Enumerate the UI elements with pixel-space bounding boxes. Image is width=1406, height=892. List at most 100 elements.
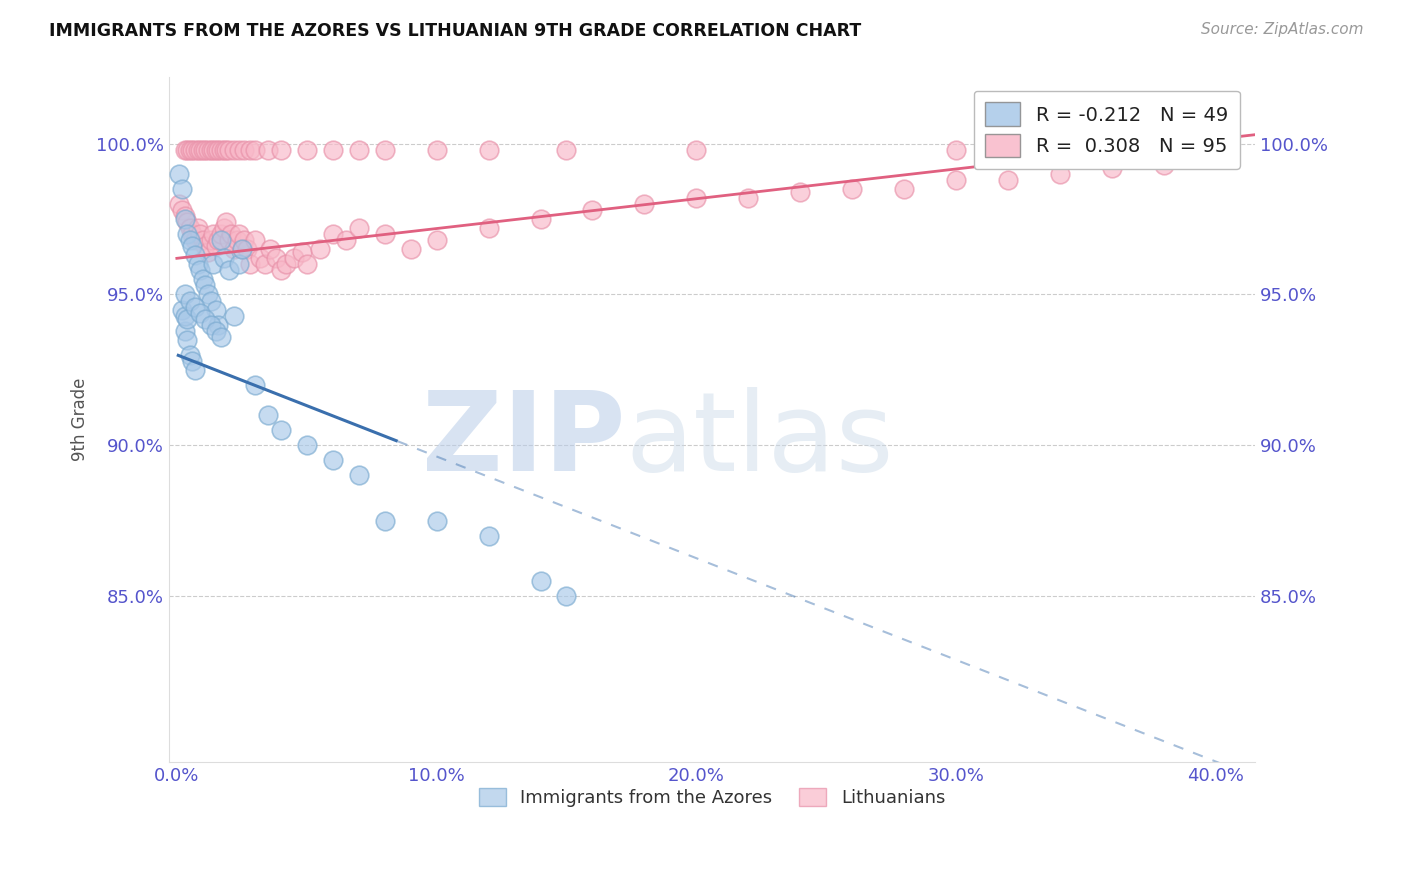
Point: [789, 185, 811, 199]
Point: [256, 143, 278, 157]
Point: [399, 242, 422, 256]
Point: [347, 221, 370, 235]
Point: [1205, 152, 1227, 166]
Text: atlas: atlas: [626, 386, 894, 493]
Text: IMMIGRANTS FROM THE AZORES VS LITHUANIAN 9TH GRADE CORRELATION CHART: IMMIGRANTS FROM THE AZORES VS LITHUANIAN…: [49, 22, 862, 40]
Point: [243, 233, 266, 247]
Point: [207, 318, 229, 332]
Point: [555, 143, 578, 157]
Point: [179, 233, 201, 247]
Point: [347, 143, 370, 157]
Point: [218, 233, 240, 247]
Point: [209, 143, 232, 157]
Text: ZIP: ZIP: [422, 386, 626, 493]
Point: [231, 242, 253, 256]
Point: [173, 212, 195, 227]
Point: [200, 233, 222, 247]
Point: [222, 309, 245, 323]
Point: [209, 233, 232, 247]
Point: [204, 302, 226, 317]
Point: [179, 293, 201, 308]
Point: [188, 143, 211, 157]
Point: [184, 363, 207, 377]
Point: [997, 173, 1019, 187]
Point: [194, 143, 217, 157]
Point: [169, 167, 191, 181]
Point: [685, 143, 707, 157]
Point: [212, 252, 235, 266]
Point: [181, 239, 204, 253]
Point: [170, 182, 193, 196]
Point: [200, 143, 222, 157]
Point: [295, 438, 318, 452]
Point: [179, 348, 201, 362]
Point: [176, 215, 198, 229]
Point: [184, 143, 207, 157]
Point: [170, 302, 193, 317]
Point: [239, 257, 262, 271]
Point: [173, 143, 195, 157]
Point: [222, 143, 245, 157]
Point: [194, 278, 217, 293]
Point: [181, 227, 204, 242]
Point: [259, 242, 281, 256]
Point: [222, 242, 245, 256]
Point: [270, 263, 292, 277]
Point: [200, 318, 222, 332]
Point: [215, 143, 238, 157]
Point: [295, 143, 318, 157]
Point: [218, 263, 240, 277]
Point: [191, 233, 214, 247]
Point: [264, 252, 287, 266]
Point: [187, 257, 209, 271]
Point: [374, 227, 396, 242]
Point: [322, 143, 344, 157]
Point: [254, 257, 277, 271]
Legend: Immigrants from the Azores, Lithuanians: Immigrants from the Azores, Lithuanians: [471, 780, 952, 814]
Point: [194, 311, 217, 326]
Point: [204, 143, 226, 157]
Point: [212, 221, 235, 235]
Point: [184, 248, 207, 262]
Point: [374, 143, 396, 157]
Point: [233, 233, 256, 247]
Point: [181, 143, 204, 157]
Point: [204, 324, 226, 338]
Point: [221, 227, 243, 242]
Point: [477, 529, 499, 543]
Point: [295, 257, 318, 271]
Point: [841, 182, 863, 196]
Point: [215, 215, 238, 229]
Point: [187, 221, 209, 235]
Point: [228, 257, 250, 271]
Point: [173, 209, 195, 223]
Point: [1101, 161, 1123, 175]
Point: [191, 143, 214, 157]
Point: [426, 143, 449, 157]
Point: [218, 143, 240, 157]
Point: [207, 143, 229, 157]
Point: [243, 143, 266, 157]
Point: [173, 287, 195, 301]
Point: [945, 173, 967, 187]
Point: [685, 191, 707, 205]
Point: [322, 453, 344, 467]
Point: [239, 143, 262, 157]
Point: [184, 300, 207, 314]
Point: [179, 143, 201, 157]
Point: [374, 514, 396, 528]
Point: [270, 143, 292, 157]
Point: [197, 245, 219, 260]
Point: [188, 227, 211, 242]
Point: [176, 227, 198, 242]
Point: [202, 257, 225, 271]
Point: [426, 233, 449, 247]
Point: [283, 252, 305, 266]
Point: [209, 329, 232, 343]
Point: [169, 197, 191, 211]
Point: [188, 263, 211, 277]
Point: [173, 324, 195, 338]
Point: [176, 311, 198, 326]
Point: [176, 143, 198, 157]
Point: [243, 378, 266, 392]
